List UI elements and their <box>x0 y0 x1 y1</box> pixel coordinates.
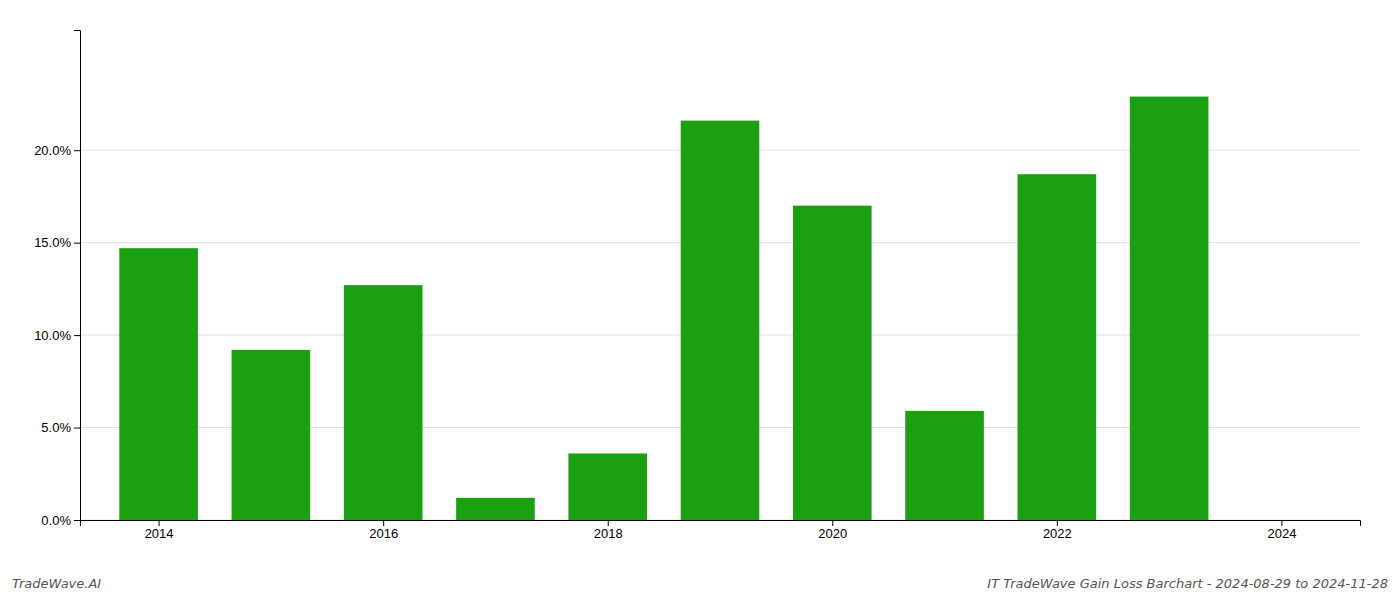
x-tick-label: 2018 <box>594 526 623 541</box>
footer: TradeWave.AI IT TradeWave Gain Loss Barch… <box>12 576 1388 591</box>
bar <box>119 248 198 520</box>
y-tick: 5.0% <box>41 420 80 435</box>
y-tick: 0.0% <box>41 513 80 528</box>
chart: 2014 2016 2018 2020 2022 2024 0.0% 5.0% 10.0% 15.… <box>0 0 1400 600</box>
plot: 2014 2016 2018 2020 2022 2024 0.0% 5.0% 10.0% 15.… <box>34 31 1360 542</box>
y-tick: 20.0% <box>34 143 80 158</box>
bar <box>344 285 423 520</box>
bar <box>905 411 984 520</box>
y-tick-mark <box>74 243 80 244</box>
y-tick-label: 20.0% <box>34 143 71 158</box>
x-tick-mark <box>383 520 384 526</box>
y-axis: 0.0% 5.0% 10.0% 15.0% 20.0% <box>34 31 80 528</box>
y-tick-mark <box>74 428 80 429</box>
y-tick-label: 0.0% <box>41 513 71 528</box>
x-tick: 2022 <box>1043 520 1072 541</box>
bar <box>568 453 647 520</box>
title: IT TradeWave Gain Loss Barchart - 2024-0… <box>987 576 1388 591</box>
y-tick-mark <box>74 335 80 336</box>
x-tick-label: 2014 <box>145 526 174 541</box>
bar <box>793 206 872 520</box>
bars <box>119 97 1208 520</box>
bar <box>681 121 760 520</box>
y-tick-label: 5.0% <box>41 420 71 435</box>
x-tick: 2024 <box>1267 520 1296 541</box>
x-axis-line <box>81 521 1361 527</box>
y-tick: 15.0% <box>34 235 80 250</box>
y-tick-label: 10.0% <box>34 328 71 343</box>
x-tick: 2018 <box>594 520 623 541</box>
y-axis-line <box>74 31 81 521</box>
x-axis: 2014 2016 2018 2020 2022 2024 <box>81 520 1361 541</box>
x-tick-mark <box>1057 520 1058 526</box>
bar <box>232 350 311 520</box>
bar <box>1018 174 1097 520</box>
x-tick-label: 2022 <box>1043 526 1072 541</box>
x-tick-mark <box>159 520 160 526</box>
footer-annotation: TradeWave.AI <box>12 576 101 591</box>
x-tick-label: 2016 <box>369 526 398 541</box>
x-tick-mark <box>832 520 833 526</box>
x-tick: 2014 <box>145 520 174 541</box>
x-tick-label: 2024 <box>1267 526 1296 541</box>
bar <box>456 498 535 520</box>
x-tick-label: 2020 <box>818 526 847 541</box>
x-tick: 2020 <box>818 520 847 541</box>
y-tick-mark <box>74 150 80 151</box>
x-tick-mark <box>1281 520 1282 526</box>
x-tick-mark <box>608 520 609 526</box>
y-tick-mark <box>74 520 80 521</box>
x-tick: 2016 <box>369 520 398 541</box>
y-tick-label: 15.0% <box>34 235 71 250</box>
y-tick: 10.0% <box>34 328 80 343</box>
bar <box>1130 97 1209 520</box>
